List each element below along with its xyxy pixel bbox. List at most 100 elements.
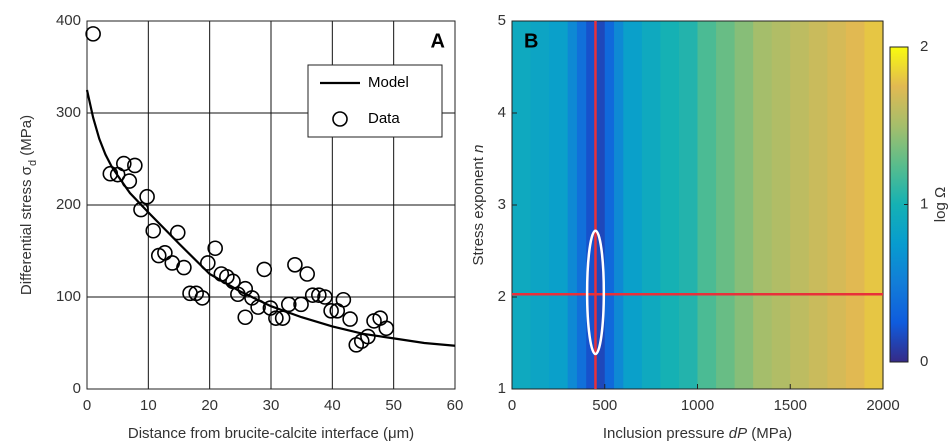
heatmap-cell <box>716 21 736 389</box>
legend-label: Model <box>368 74 409 91</box>
y-tick-label: 2 <box>498 288 506 305</box>
model-line <box>85 89 456 347</box>
data-point <box>250 299 266 315</box>
heatmap-cell <box>808 21 828 389</box>
x-tick-label: 20 <box>201 397 218 414</box>
data-point <box>304 287 321 303</box>
axis-label: Distance from brucite-calcite interface … <box>128 425 414 442</box>
data-point <box>207 240 223 257</box>
data-point <box>145 222 162 239</box>
heatmap-cell <box>827 21 847 389</box>
plot-frame <box>511 20 884 390</box>
x-tick-label: 500 <box>592 397 617 414</box>
x-tick-label: 60 <box>447 397 464 414</box>
y-tick-label: 300 <box>56 104 81 121</box>
label-part: dP <box>729 425 747 442</box>
data-point <box>360 328 376 345</box>
colorbar-label: log Ω <box>932 187 949 222</box>
label-part: m) <box>397 425 415 442</box>
plot-frame <box>86 20 456 390</box>
data-point <box>116 155 132 172</box>
x-tick-label: 1500 <box>774 397 807 414</box>
data-point <box>268 310 284 326</box>
x-tick-label: 0 <box>83 397 91 414</box>
data-point <box>287 256 303 273</box>
heatmap-cell <box>586 21 597 389</box>
y-tick-label: 0 <box>73 380 81 397</box>
label-part: Inclusion pressure <box>603 425 729 442</box>
heatmap-cell <box>697 21 717 389</box>
data-point <box>121 173 138 189</box>
label-part: (MPa) <box>747 425 792 442</box>
legend-label: Data <box>368 110 400 127</box>
data-point <box>293 296 309 313</box>
data-point <box>323 302 339 319</box>
heatmap-cell <box>576 21 587 389</box>
axis-label: Differential stress σd (MPa) <box>18 115 39 295</box>
x-tick-label: 10 <box>140 397 157 414</box>
legend-box <box>307 64 443 138</box>
y-tick-label: 5 <box>498 12 506 29</box>
colorbar-tick-label: 2 <box>920 38 928 55</box>
y-tick-label: 200 <box>56 196 81 213</box>
y-tick-label: 100 <box>56 288 81 305</box>
data-point <box>378 320 395 337</box>
y-tick-label: 400 <box>56 12 81 29</box>
x-tick-label: 30 <box>263 397 280 414</box>
heatmap-cell <box>864 21 884 389</box>
heatmap-cell <box>549 21 569 389</box>
data-point <box>200 255 216 271</box>
data-point <box>274 310 291 326</box>
data-point <box>311 287 327 303</box>
data-point <box>157 245 173 261</box>
data-point <box>194 290 211 306</box>
label-part: Stress exponent <box>470 153 487 266</box>
heatmap-cell <box>567 21 578 389</box>
heatmap-cell <box>660 21 680 389</box>
heatmap-cell <box>623 21 643 389</box>
x-tick-label: 40 <box>324 397 341 414</box>
data-point <box>335 291 352 308</box>
heatmap-cell <box>641 21 661 389</box>
heatmap-cell <box>678 21 699 389</box>
heatmap-cell <box>614 21 624 389</box>
data-point <box>299 266 315 282</box>
data-point <box>176 259 192 276</box>
axis-label: Stress exponent n <box>470 145 487 266</box>
data-point <box>133 201 149 218</box>
y-tick-label: 4 <box>498 104 506 121</box>
data-point <box>342 311 358 327</box>
x-tick-label: 0 <box>508 397 516 414</box>
data-point <box>280 296 297 313</box>
x-tick-label: 1000 <box>681 397 714 414</box>
data-point <box>85 26 101 42</box>
heatmap-cell <box>845 21 866 389</box>
label-part: n <box>470 145 487 153</box>
y-tick-label: 1 <box>498 380 506 397</box>
data-point <box>317 289 333 305</box>
heatmap-cell <box>595 21 606 389</box>
x-tick-label: 2000 <box>866 397 899 414</box>
heatmap-cell <box>530 21 550 389</box>
legend-swatch <box>332 111 348 127</box>
data-point <box>102 165 119 182</box>
label-part: Differential stress σ <box>18 165 35 295</box>
colorbar-tick-label: 0 <box>920 353 928 370</box>
data-point <box>237 309 254 326</box>
heatmap-cell <box>604 21 615 389</box>
label-part: d <box>27 160 39 166</box>
label-part: (MPa) <box>18 115 35 160</box>
confidence-ellipse <box>585 229 606 356</box>
data-point <box>169 224 186 241</box>
y-tick-label: 3 <box>498 196 506 213</box>
label-part: Distance from brucite-calcite interface … <box>128 425 388 442</box>
axis-label: Inclusion pressure dP (MPa) <box>603 425 792 442</box>
data-point <box>127 157 143 174</box>
colorbar-tick-label: 1 <box>920 195 928 212</box>
heatmap-cell <box>753 21 773 389</box>
data-point <box>256 261 273 278</box>
heatmap-cell <box>734 21 754 389</box>
panel-label: A <box>431 30 445 52</box>
panel-label: B <box>524 30 538 52</box>
